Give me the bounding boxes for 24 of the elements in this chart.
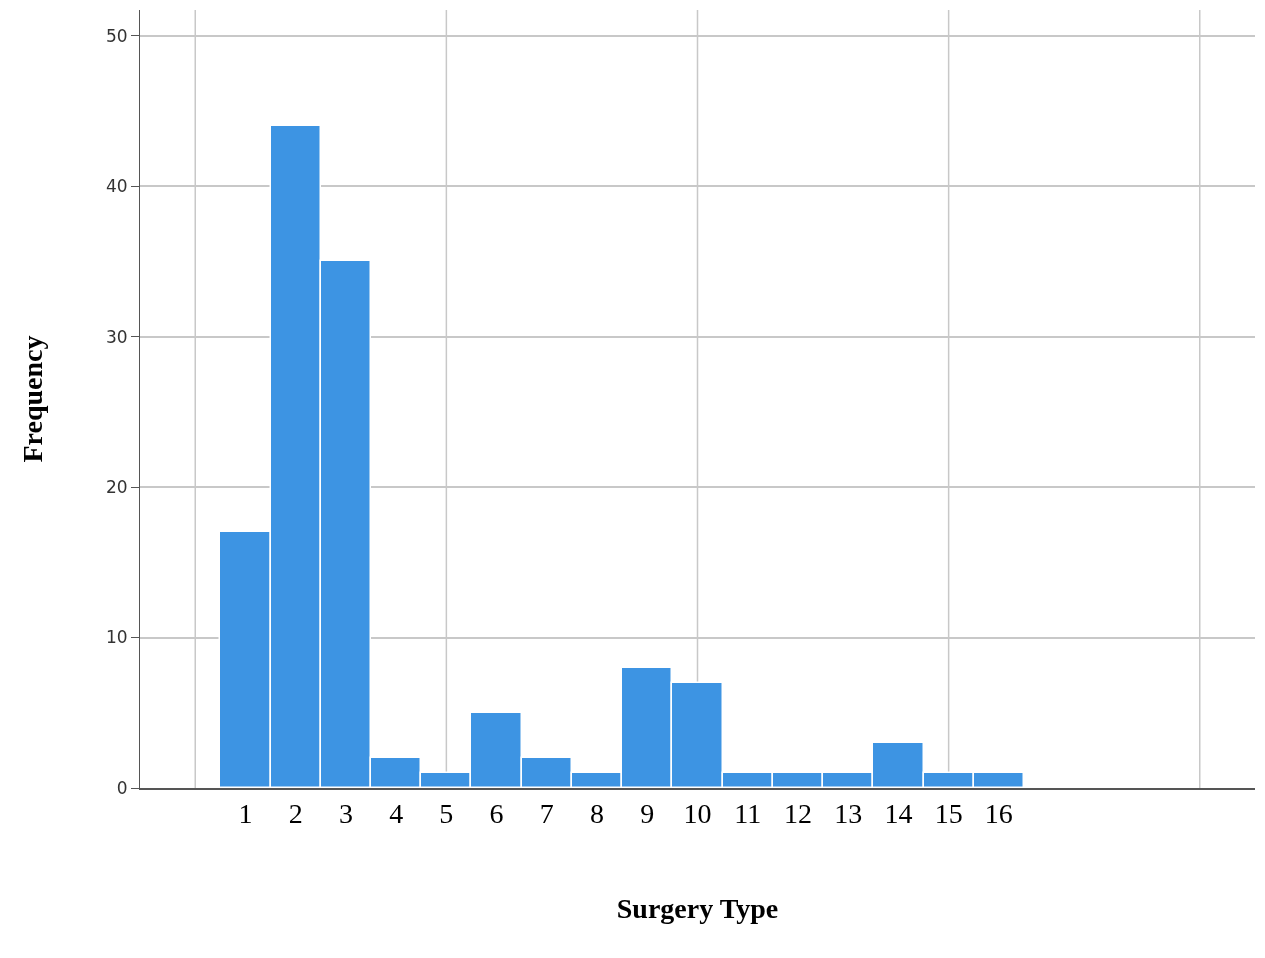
x-tick-label: 2 [288,798,303,830]
x-tick-label: 14 [884,798,913,830]
y-axis-title: Frequency [16,335,48,463]
x-tick-label: 7 [539,798,554,830]
x-tick-label: 13 [834,798,863,830]
x-tick-label: 16 [984,798,1013,830]
y-tick-label: 50 [105,25,128,46]
y-tick-label: 20 [105,476,128,497]
y-tick-label: 40 [105,176,128,197]
x-tick-label: 10 [683,798,712,830]
x-tick-label: 6 [489,798,504,830]
x-tick-label: 11 [734,798,762,830]
x-tick-label: 15 [934,798,963,830]
x-tick-label: 4 [389,798,404,830]
x-tick-label: 3 [338,798,353,830]
x-tick-label: 9 [640,798,655,830]
x-tick-label: 8 [590,798,605,830]
y-tick-label: 30 [105,326,128,347]
x-tick-label: 12 [783,798,812,830]
x-tick-label: 1 [238,798,253,830]
x-tick-label: 5 [439,798,454,830]
y-tick-label: 10 [105,627,128,648]
x-axis-title: Surgery Type [616,892,779,924]
y-tick-label: 0 [116,777,128,798]
